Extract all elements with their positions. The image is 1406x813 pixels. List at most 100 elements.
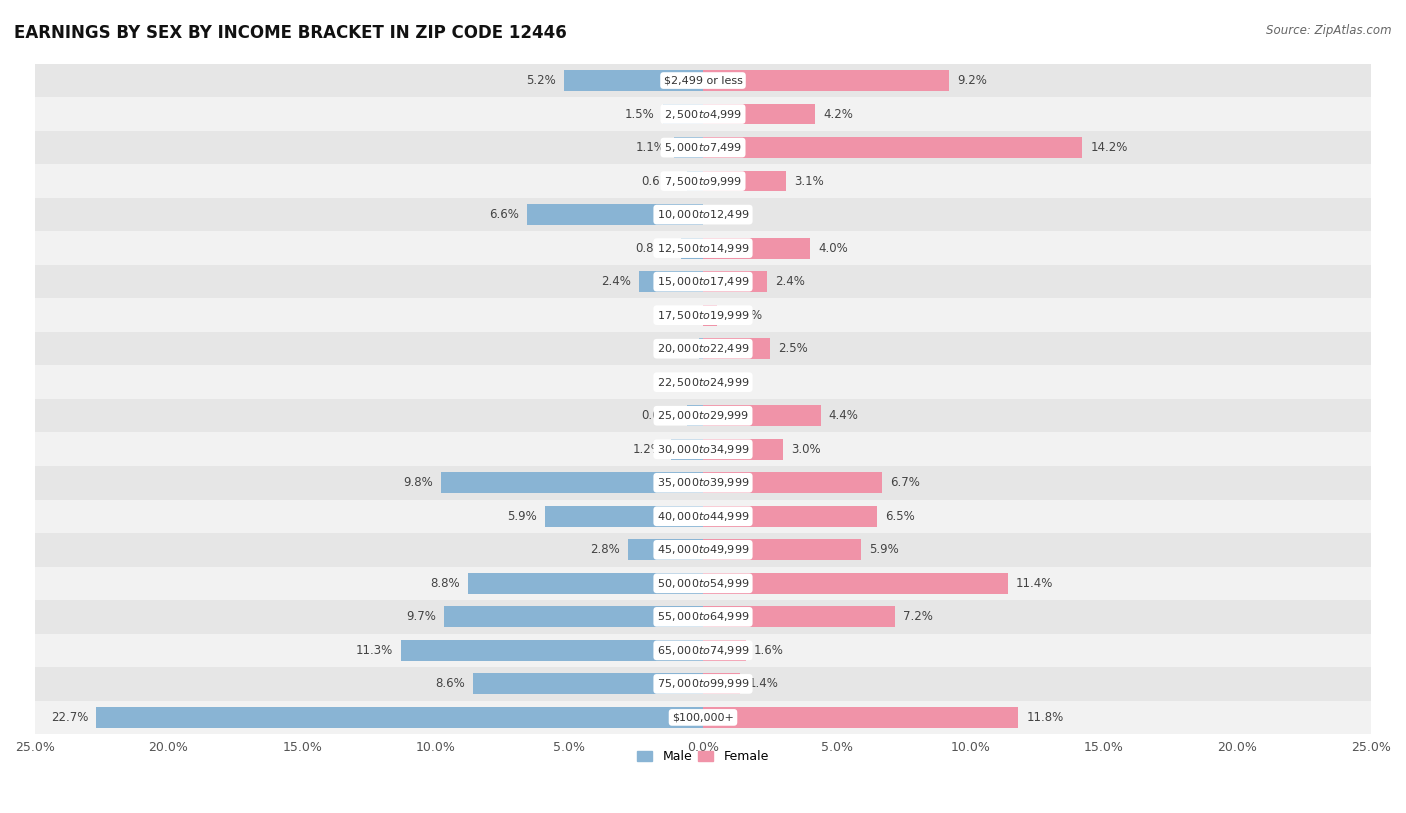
Bar: [703, 70, 949, 91]
Bar: [703, 640, 745, 661]
Bar: [35, 600, 1371, 633]
Bar: [35, 399, 1371, 433]
Text: 6.6%: 6.6%: [489, 208, 519, 221]
Text: $50,000 to $54,999: $50,000 to $54,999: [657, 577, 749, 590]
Text: 0.84%: 0.84%: [636, 241, 672, 254]
Bar: [35, 499, 1371, 533]
Bar: [35, 533, 1371, 567]
Text: 11.3%: 11.3%: [356, 644, 394, 657]
Bar: [703, 137, 1083, 158]
Text: $55,000 to $64,999: $55,000 to $64,999: [657, 611, 749, 624]
Text: 4.0%: 4.0%: [818, 241, 848, 254]
Text: 8.8%: 8.8%: [430, 577, 460, 590]
Bar: [628, 539, 703, 560]
Bar: [444, 606, 703, 628]
Text: 0.61%: 0.61%: [641, 175, 679, 188]
Text: 5.9%: 5.9%: [869, 543, 898, 556]
Bar: [686, 171, 703, 192]
Text: $10,000 to $12,499: $10,000 to $12,499: [657, 208, 749, 221]
Text: $5,000 to $7,499: $5,000 to $7,499: [664, 141, 742, 154]
Bar: [35, 298, 1371, 332]
Text: 0.0%: 0.0%: [665, 376, 695, 389]
Bar: [703, 673, 741, 694]
Text: 9.2%: 9.2%: [957, 74, 987, 87]
Bar: [703, 237, 810, 259]
Text: 14.2%: 14.2%: [1091, 141, 1128, 154]
Text: $100,000+: $100,000+: [672, 712, 734, 723]
Bar: [35, 366, 1371, 399]
Text: 7.2%: 7.2%: [904, 611, 934, 624]
Text: $7,500 to $9,999: $7,500 to $9,999: [664, 175, 742, 188]
Text: $20,000 to $22,499: $20,000 to $22,499: [657, 342, 749, 355]
Bar: [35, 98, 1371, 131]
Bar: [35, 63, 1371, 98]
Text: EARNINGS BY SEX BY INCOME BRACKET IN ZIP CODE 12446: EARNINGS BY SEX BY INCOME BRACKET IN ZIP…: [14, 24, 567, 42]
Text: 1.6%: 1.6%: [754, 644, 783, 657]
Text: 0.15%: 0.15%: [654, 342, 690, 355]
Bar: [35, 164, 1371, 198]
Text: $40,000 to $44,999: $40,000 to $44,999: [657, 510, 749, 523]
Bar: [35, 232, 1371, 265]
Bar: [703, 606, 896, 628]
Legend: Male, Female: Male, Female: [633, 746, 773, 768]
Text: 8.6%: 8.6%: [436, 677, 465, 690]
Text: 3.0%: 3.0%: [792, 443, 821, 456]
Text: 5.9%: 5.9%: [508, 510, 537, 523]
Text: 0.0%: 0.0%: [711, 208, 741, 221]
Text: $25,000 to $29,999: $25,000 to $29,999: [657, 409, 749, 422]
Bar: [546, 506, 703, 527]
Text: 6.7%: 6.7%: [890, 476, 920, 489]
Bar: [441, 472, 703, 493]
Bar: [703, 506, 877, 527]
Bar: [35, 466, 1371, 499]
Bar: [564, 70, 703, 91]
Text: 4.2%: 4.2%: [824, 107, 853, 120]
Text: $45,000 to $49,999: $45,000 to $49,999: [657, 543, 749, 556]
Bar: [686, 406, 703, 426]
Bar: [703, 406, 821, 426]
Text: $12,500 to $14,999: $12,500 to $14,999: [657, 241, 749, 254]
Text: $15,000 to $17,499: $15,000 to $17,499: [657, 275, 749, 288]
Bar: [671, 439, 703, 459]
Bar: [35, 198, 1371, 232]
Bar: [35, 667, 1371, 701]
Text: $2,499 or less: $2,499 or less: [664, 76, 742, 85]
Text: $17,500 to $19,999: $17,500 to $19,999: [657, 309, 749, 322]
Text: 0.0%: 0.0%: [711, 376, 741, 389]
Bar: [35, 701, 1371, 734]
Bar: [35, 633, 1371, 667]
Text: 1.5%: 1.5%: [626, 107, 655, 120]
Bar: [35, 567, 1371, 600]
Text: 2.4%: 2.4%: [600, 275, 631, 288]
Bar: [638, 272, 703, 292]
Text: 11.8%: 11.8%: [1026, 711, 1063, 724]
Text: $22,500 to $24,999: $22,500 to $24,999: [657, 376, 749, 389]
Bar: [35, 433, 1371, 466]
Bar: [703, 472, 882, 493]
Bar: [703, 272, 768, 292]
Bar: [527, 204, 703, 225]
Text: 9.8%: 9.8%: [404, 476, 433, 489]
Text: $65,000 to $74,999: $65,000 to $74,999: [657, 644, 749, 657]
Text: 2.4%: 2.4%: [775, 275, 806, 288]
Text: 0.52%: 0.52%: [725, 309, 762, 322]
Text: 1.4%: 1.4%: [748, 677, 779, 690]
Bar: [673, 137, 703, 158]
Text: Source: ZipAtlas.com: Source: ZipAtlas.com: [1267, 24, 1392, 37]
Bar: [703, 171, 786, 192]
Bar: [699, 338, 703, 359]
Text: 22.7%: 22.7%: [51, 711, 89, 724]
Text: 0.0%: 0.0%: [665, 309, 695, 322]
Bar: [681, 237, 703, 259]
Bar: [703, 305, 717, 325]
Text: 1.1%: 1.1%: [636, 141, 665, 154]
Text: $30,000 to $34,999: $30,000 to $34,999: [657, 443, 749, 456]
Bar: [35, 265, 1371, 298]
Text: 9.7%: 9.7%: [406, 611, 436, 624]
Bar: [703, 573, 1008, 593]
Text: $2,500 to $4,999: $2,500 to $4,999: [664, 107, 742, 120]
Text: $75,000 to $99,999: $75,000 to $99,999: [657, 677, 749, 690]
Text: 11.4%: 11.4%: [1015, 577, 1053, 590]
Bar: [703, 439, 783, 459]
Bar: [468, 573, 703, 593]
